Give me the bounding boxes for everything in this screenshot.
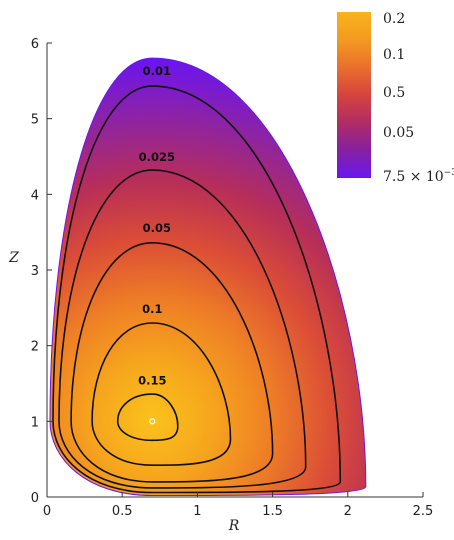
colorbar-label-0: 0.2 <box>383 11 405 27</box>
colorbar-label-1: 0.1 <box>383 47 405 63</box>
contour-line-0 <box>116 393 179 442</box>
colorbar <box>337 12 371 178</box>
y-axis-ticks: 0 1 2 3 4 5 6 <box>31 37 52 506</box>
contour-labels: 0.15 0.1 0.05 0.025 0.01 <box>138 64 175 387</box>
y-tick-label-5: 5 <box>31 113 39 128</box>
plot-area: 0.15 0.1 0.05 0.025 0.01 <box>49 57 367 497</box>
y-tick-label-3: 3 <box>31 264 39 279</box>
outer-boundary-fill <box>49 57 367 497</box>
x-tick-label-5: 2.5 <box>413 504 434 519</box>
contour-label-3: 0.025 <box>139 150 175 164</box>
x-axis-ticks: 0 0.5 1 1.5 2 2.5 <box>43 492 433 519</box>
y-axis-label: Z <box>8 250 19 266</box>
y-tick-label-0: 0 <box>31 491 39 506</box>
colorbar-label-4-exp: −3 <box>444 168 454 178</box>
x-axis-label: R <box>228 518 240 534</box>
y-tick-label-1: 1 <box>31 415 39 430</box>
x-tick-label-4: 2 <box>344 504 352 519</box>
center-point-marker <box>149 418 156 425</box>
contour-lines <box>52 85 342 494</box>
contour-label-2: 0.05 <box>143 221 171 235</box>
x-tick-label-0: 0 <box>43 504 51 519</box>
x-tick-label-1: 0.5 <box>112 504 133 519</box>
colorbar-label-2: 0.5 <box>383 85 405 101</box>
y-tick-label-4: 4 <box>31 188 39 203</box>
contour-line-4 <box>52 85 342 494</box>
colorbar-label-4: 7.5 × 10−3 <box>383 168 454 185</box>
colorbar-label-3: 0.05 <box>383 125 414 141</box>
colorbar-label-4-main: 7.5 × 10 <box>383 169 444 185</box>
x-tick-label-2: 1 <box>193 504 201 519</box>
y-tick-label-6: 6 <box>31 37 39 52</box>
y-tick-label-2: 2 <box>31 340 39 355</box>
contour-line-3 <box>58 169 307 489</box>
x-tick-label-3: 1.5 <box>262 504 283 519</box>
contour-label-1: 0.1 <box>142 302 162 316</box>
contour-line-1 <box>91 322 232 467</box>
contour-line-2 <box>70 241 274 483</box>
contour-label-4: 0.01 <box>143 64 171 78</box>
contour-label-0: 0.15 <box>138 373 166 387</box>
